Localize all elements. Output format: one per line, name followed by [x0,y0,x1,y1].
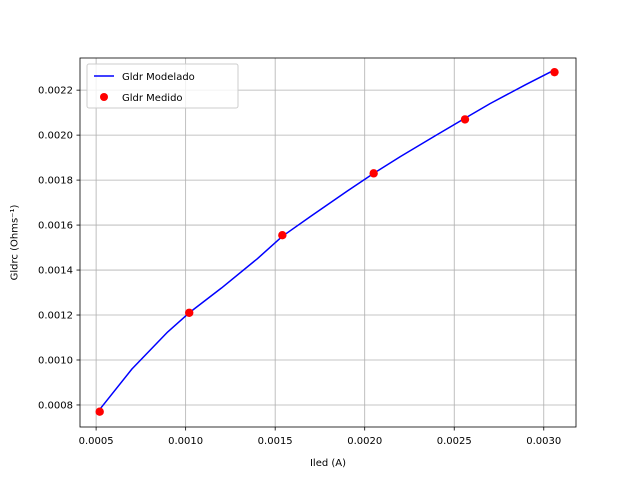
x-axis-label: Iled (A) [310,458,346,469]
x-tick-label: 0.0020 [347,436,382,447]
data-point-medido [550,67,559,77]
legend-marker-swatch [100,93,108,101]
data-point-medido [460,115,470,124]
data-point-medido [369,169,378,178]
y-tick-label: 0.0022 [38,86,73,97]
y-tick-label: 0.0010 [38,355,73,366]
data-point-medido [278,230,287,240]
data-point-medido [95,407,104,416]
y-tick-label: 0.0012 [38,311,73,322]
y-tick-label: 0.0014 [38,266,73,277]
x-tick-label: 0.0030 [526,436,561,447]
axis-ticks: 0.0005 0.0010 0.0015 0.0020 0.0025 0.0030 0.00… [38,86,561,447]
y-tick-label: 0.0018 [38,176,73,187]
y-axis-label: Gldrc (Ohms⁻¹) [10,205,21,281]
x-tick-label: 0.0005 [79,436,114,447]
y-tick-label: 0.0020 [38,131,73,142]
series-line-modelado [99,69,555,410]
plot-area [95,67,559,416]
plot-frame [79,57,577,428]
legend-label-modelado: Gldr Modelado [122,72,195,83]
x-tick-label: 0.0025 [437,436,472,447]
x-tick-label: 0.0015 [258,436,293,447]
data-point-medido [185,308,194,317]
y-tick-label: 0.0016 [38,221,73,232]
legend: Gldr Modelado Gldr Medido [86,63,239,109]
y-tick-label: 0.0008 [38,400,73,411]
legend-box [86,63,239,109]
legend-label-medido: Gldr Medido [122,93,183,104]
x-tick-label: 0.0010 [168,436,203,447]
